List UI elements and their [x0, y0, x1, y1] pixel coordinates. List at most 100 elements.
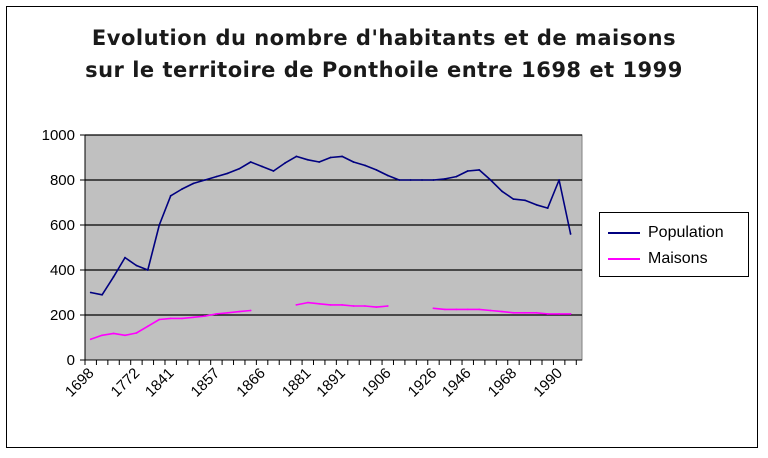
data-point-maisons: [489, 309, 492, 312]
data-point-maisons: [169, 317, 172, 320]
data-point-maisons: [101, 334, 104, 337]
data-point-maisons: [478, 308, 481, 311]
axes: [84, 135, 582, 361]
data-point-population: [169, 194, 172, 197]
data-point-maisons: [112, 332, 115, 335]
data-point-population: [546, 207, 549, 210]
data-point-population: [455, 175, 458, 178]
data-point-maisons: [523, 311, 526, 314]
legend-swatch-population: [608, 232, 640, 234]
x-tick-label: 1841: [142, 365, 178, 401]
legend-swatch-maisons: [608, 258, 640, 260]
data-point-maisons: [306, 301, 309, 304]
data-point-maisons: [295, 303, 298, 306]
y-axis-ticks: 0 200 400 600 800 1000: [42, 127, 85, 369]
data-point-maisons: [558, 312, 561, 315]
legend-label-population: Population: [648, 224, 724, 241]
series-lines: [89, 155, 572, 341]
chart-subtitle: sur le territoire de Ponthoile entre 169…: [85, 58, 683, 82]
data-point-population: [261, 165, 263, 168]
data-point-population: [523, 199, 526, 202]
data-point-population: [249, 161, 252, 163]
legend: Population Maisons: [599, 212, 749, 277]
data-point-population: [443, 177, 446, 180]
data-point-maisons: [249, 309, 252, 312]
data-point-maisons: [386, 305, 389, 307]
data-point-population: [432, 179, 435, 181]
data-point-maisons: [352, 305, 355, 307]
data-point-population: [569, 233, 572, 235]
data-point-maisons: [226, 311, 229, 314]
data-point-population: [192, 182, 195, 185]
data-point-maisons: [181, 317, 184, 320]
data-point-population: [375, 168, 378, 171]
data-point-population: [226, 172, 229, 175]
x-tick-label: 1891: [313, 365, 349, 401]
x-tick-label: 1990: [530, 365, 566, 401]
data-point-population: [398, 179, 401, 181]
data-point-population: [386, 174, 389, 177]
data-point-maisons: [192, 316, 195, 319]
data-point-maisons: [375, 306, 378, 309]
data-point-population: [421, 179, 423, 181]
data-point-maisons: [238, 310, 241, 313]
data-point-maisons: [89, 338, 92, 341]
x-tick-label: 1968: [485, 365, 521, 401]
data-point-population: [112, 275, 115, 278]
data-point-population: [535, 203, 538, 206]
data-point-population: [284, 162, 286, 165]
x-tick-label: 1906: [359, 365, 395, 401]
data-point-population: [101, 293, 104, 296]
data-point-maisons: [318, 302, 321, 305]
data-point-population: [364, 164, 366, 167]
data-point-population: [352, 161, 355, 163]
data-point-population: [341, 155, 343, 158]
gridlines: [85, 134, 582, 316]
data-point-maisons: [535, 311, 538, 314]
data-point-maisons: [546, 312, 549, 315]
data-point-maisons: [501, 310, 503, 313]
x-tick-label: 1866: [233, 365, 269, 401]
x-tick-label: 1698: [62, 365, 98, 401]
legend-item-population: Population: [608, 224, 724, 242]
data-point-maisons: [204, 315, 206, 318]
data-point-population: [89, 291, 92, 294]
x-tick-label: 1881: [279, 365, 315, 401]
data-point-population: [478, 168, 481, 171]
data-point-maisons: [432, 307, 435, 310]
data-point-population: [489, 179, 492, 181]
data-point-maisons: [341, 303, 343, 306]
x-tick-label: 1857: [188, 365, 224, 401]
data-point-population: [512, 198, 515, 201]
data-point-maisons: [364, 305, 366, 307]
data-point-population: [558, 179, 561, 181]
data-point-maisons: [455, 308, 458, 311]
data-point-maisons: [466, 308, 469, 311]
data-point-maisons: [146, 325, 149, 328]
data-point-population: [306, 158, 309, 161]
data-point-population: [124, 256, 126, 259]
chart-title: Evolution du nombre d'habitants et de ma…: [91, 26, 677, 50]
data-point-population: [158, 224, 161, 226]
data-point-population: [466, 170, 469, 172]
x-tick-label: 1926: [405, 365, 441, 401]
data-point-population: [146, 269, 149, 271]
data-point-maisons: [443, 308, 446, 311]
y-tick-label: 200: [50, 307, 75, 324]
data-point-maisons: [124, 334, 126, 337]
y-tick-label: 1000: [42, 127, 75, 144]
data-point-population: [135, 264, 138, 267]
y-tick-label: 0: [67, 352, 75, 369]
data-point-maisons: [215, 312, 218, 315]
data-point-population: [238, 167, 241, 170]
data-point-maisons: [135, 332, 138, 334]
x-tick-label: 1946: [439, 365, 475, 401]
data-point-maisons: [569, 312, 572, 315]
legend-label-maisons: Maisons: [648, 250, 708, 267]
data-point-population: [295, 155, 298, 158]
data-point-population: [204, 179, 206, 181]
data-point-population: [501, 190, 503, 193]
data-point-population: [409, 179, 412, 181]
data-point-population: [181, 188, 184, 190]
